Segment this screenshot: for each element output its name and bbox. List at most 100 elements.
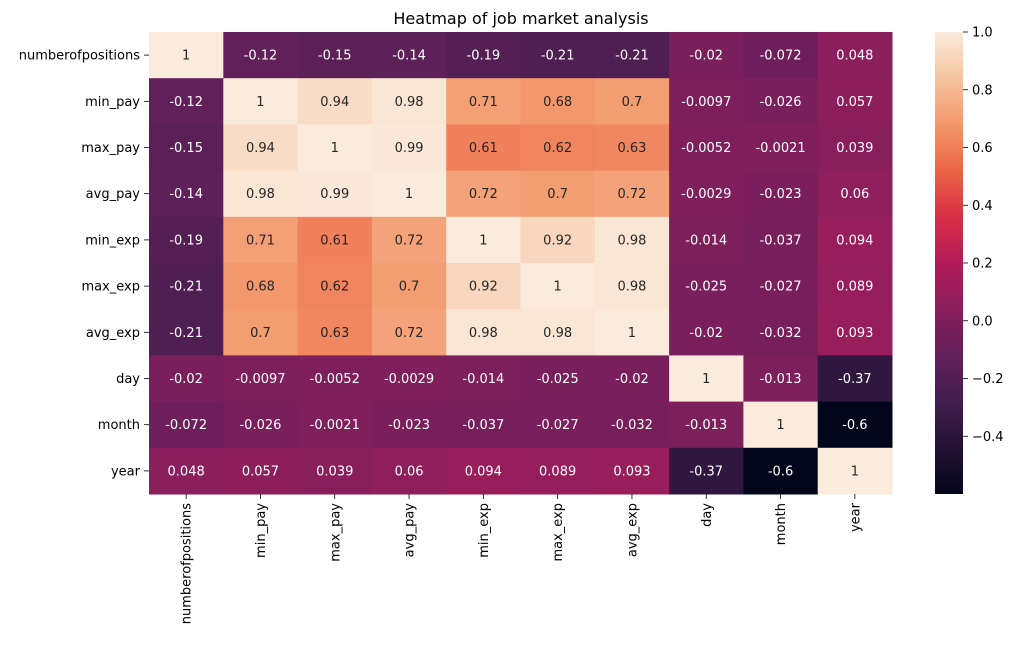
cell-value-label: -0.21 (541, 49, 575, 64)
heatmap-cell (520, 355, 596, 403)
cell-value-label: 0.62 (320, 280, 349, 295)
row-label: avg_exp (86, 326, 140, 341)
heatmap-cell (297, 447, 373, 495)
cell-value-label: 0.72 (617, 187, 646, 202)
colorbar-tick-label: 1.0 (972, 26, 993, 41)
heatmap-cell (297, 78, 373, 125)
heatmap-cell (371, 216, 447, 264)
cell-value-label: 0.048 (836, 49, 873, 64)
heatmap-cell (594, 401, 670, 449)
cell-value-label: -0.013 (760, 372, 802, 387)
row-label: max_exp (81, 280, 140, 295)
cell-value-label: -0.0052 (681, 141, 731, 156)
cell-value-label: -0.027 (760, 280, 802, 295)
cell-value-label: 0.72 (395, 233, 424, 248)
cell-value-label: 0.057 (836, 95, 873, 110)
cell-value-label: 0.99 (320, 187, 349, 202)
heatmap-cell (669, 32, 744, 79)
cell-value-label: 0.98 (543, 326, 572, 341)
heatmap-cell (297, 355, 373, 403)
heatmap-cell (669, 401, 744, 449)
heatmap-cell (223, 263, 299, 310)
cell-value-label: -0.12 (244, 49, 278, 64)
heatmap-cell (817, 78, 893, 125)
colorbar: 1.0 0.8 0.6 0.4 0.2 0.0 −0.2 −0.4 (935, 26, 1004, 494)
cell-value-label: -0.026 (760, 95, 802, 110)
cell-value-label: -0.15 (318, 49, 352, 64)
col-label: min_pay (254, 503, 269, 558)
heatmap-cell (669, 78, 744, 125)
col-label: avg_exp (625, 503, 640, 557)
colorbar-tick-label: 0.6 (972, 141, 993, 156)
heatmap-cell (149, 78, 224, 125)
heatmap-cell (817, 170, 893, 218)
heatmap-cell (520, 263, 596, 310)
heatmap-cell (817, 216, 893, 264)
cell-value-label: 0.68 (543, 95, 572, 110)
cell-value-label: 0.98 (617, 233, 646, 248)
cell-value-label: -0.0021 (310, 418, 360, 433)
cell-value-label: 0.039 (836, 141, 873, 156)
heatmap-cell (743, 401, 819, 449)
cell-value-label: 0.94 (246, 141, 275, 156)
cell-value-label: -0.0052 (310, 372, 360, 387)
heatmap-cell (817, 32, 893, 79)
col-label: max_pay (328, 503, 343, 562)
cell-value-label: -0.14 (169, 187, 203, 202)
cell-value-label: -0.02 (689, 49, 723, 64)
heatmap-cell (149, 216, 224, 264)
cell-value-label: -0.037 (760, 233, 802, 248)
cell-value-label: -0.026 (239, 418, 281, 433)
heatmap-cell (594, 170, 670, 218)
cell-value-label: -0.072 (165, 418, 207, 433)
cell-value-label: -0.013 (685, 418, 727, 433)
heatmap-cell (371, 32, 447, 79)
col-label: day (700, 503, 715, 527)
cell-value-label: 0.06 (840, 187, 869, 202)
heatmap-cell (520, 401, 596, 449)
cell-value-label: -0.02 (169, 372, 203, 387)
cell-value-label: -0.023 (760, 187, 802, 202)
heatmap-cell (743, 78, 819, 125)
heatmap-cell (446, 170, 521, 218)
cell-value-label: -0.37 (838, 372, 872, 387)
heatmap-cell (446, 263, 521, 310)
heatmap-cell (520, 216, 596, 264)
heatmap-cell (297, 309, 373, 356)
cell-value-label: -0.0029 (681, 187, 731, 202)
heatmap-cell (520, 309, 596, 356)
heatmap-cell (149, 401, 224, 449)
heatmap-cell (223, 447, 299, 495)
heatmap-cell (371, 170, 447, 218)
heatmap-cell (371, 401, 447, 449)
row-label: min_exp (85, 233, 140, 248)
heatmap-cell (446, 401, 521, 449)
cell-value-label: -0.072 (760, 49, 802, 64)
colorbar-tick-label: 0.0 (972, 314, 993, 329)
cell-value-label: -0.19 (467, 49, 501, 64)
cell-value-label: -0.15 (169, 141, 203, 156)
cell-value-label: 1 (405, 187, 413, 202)
row-labels: numberofpositions min_pay max_pay avg_paymi… (19, 49, 149, 479)
cell-value-label: 0.7 (547, 187, 568, 202)
cell-value-label: 0.98 (617, 280, 646, 295)
row-label: numberofpositions (19, 49, 140, 64)
heatmap-cell (594, 78, 670, 125)
heatmap-cell (743, 124, 819, 172)
heatmap-cell (149, 170, 224, 218)
heatmap-cell (446, 355, 521, 403)
colorbar-tick-label: 0.8 (972, 83, 993, 98)
cell-value-label: 0.093 (836, 326, 873, 341)
cell-value-label: -0.19 (169, 233, 203, 248)
cell-value-label: 0.63 (617, 141, 646, 156)
cell-value-label: 0.089 (539, 464, 576, 479)
heatmap-cell (743, 355, 819, 403)
cell-value-label: 1 (776, 418, 784, 433)
cell-value-label: -0.21 (169, 326, 203, 341)
cell-value-label: 0.63 (320, 326, 349, 341)
heatmap-cell (297, 216, 373, 264)
heatmap-cell (446, 78, 521, 125)
heatmap-cell (149, 263, 224, 310)
cell-value-label: 1 (256, 95, 264, 110)
heatmap-cell (446, 216, 521, 264)
